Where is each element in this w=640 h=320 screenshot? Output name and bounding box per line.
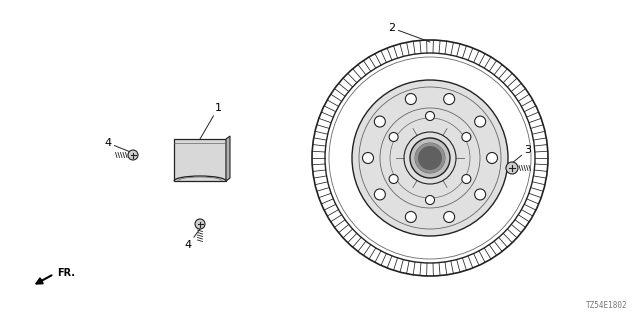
- Circle shape: [374, 189, 385, 200]
- Circle shape: [486, 153, 497, 164]
- Text: 2: 2: [388, 23, 430, 42]
- Circle shape: [389, 174, 398, 183]
- Circle shape: [462, 132, 471, 141]
- Circle shape: [329, 57, 531, 259]
- Text: 3: 3: [506, 145, 531, 168]
- Polygon shape: [226, 136, 230, 181]
- Circle shape: [418, 146, 442, 170]
- Circle shape: [405, 212, 417, 222]
- Circle shape: [475, 116, 486, 127]
- Circle shape: [389, 132, 398, 141]
- Circle shape: [374, 116, 385, 127]
- Circle shape: [362, 153, 374, 164]
- Text: 4: 4: [184, 229, 200, 250]
- Circle shape: [352, 80, 508, 236]
- Circle shape: [415, 143, 445, 173]
- Circle shape: [352, 80, 508, 236]
- Circle shape: [128, 150, 138, 160]
- Text: 4: 4: [104, 138, 138, 155]
- Polygon shape: [174, 139, 226, 181]
- Circle shape: [506, 162, 518, 174]
- Circle shape: [444, 212, 454, 222]
- Circle shape: [426, 196, 435, 204]
- Text: FR.: FR.: [57, 268, 75, 278]
- Circle shape: [444, 93, 454, 105]
- Circle shape: [410, 138, 450, 178]
- Circle shape: [462, 174, 471, 183]
- Text: TZ54E1802: TZ54E1802: [586, 301, 628, 310]
- Circle shape: [195, 219, 205, 229]
- Text: 1: 1: [200, 103, 221, 139]
- Circle shape: [405, 93, 417, 105]
- Circle shape: [475, 189, 486, 200]
- Circle shape: [426, 111, 435, 121]
